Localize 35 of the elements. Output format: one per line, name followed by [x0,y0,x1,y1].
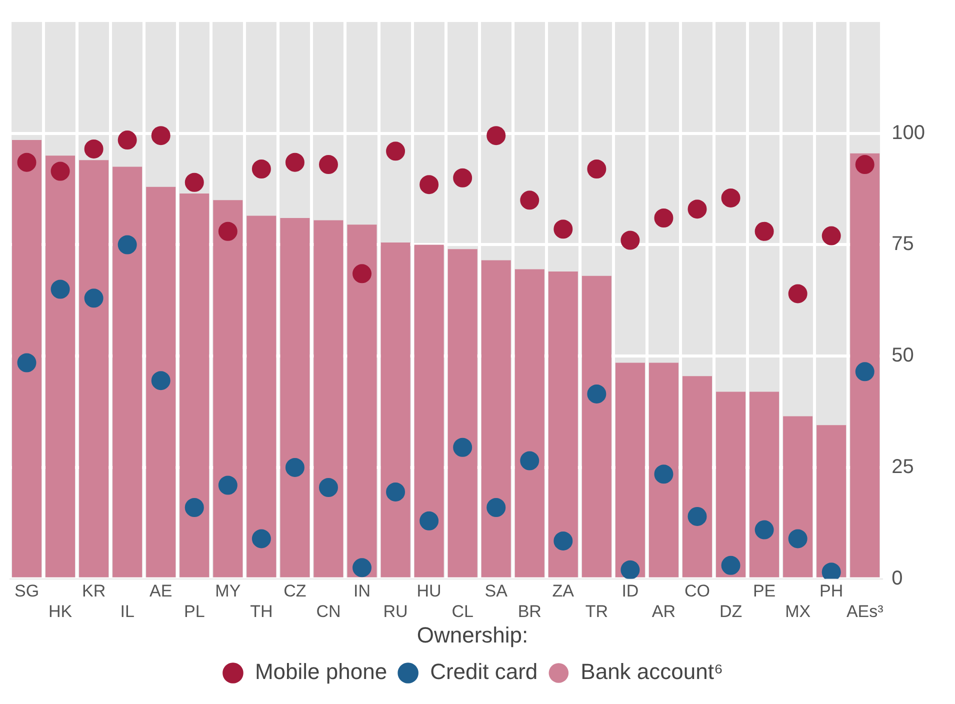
x-tick-label: TR [585,602,608,622]
x-tick-label: CN [316,602,341,622]
x-tick-label: DZ [719,602,742,622]
x-tick-label: MX [785,602,811,622]
y-tick-label: 50 [892,344,914,367]
y-tick-label: 25 [892,456,914,478]
x-tick-label: IL [120,602,134,622]
x-tick-label: CL [452,602,474,622]
x-tick-label: CO [684,582,710,601]
x-tick-label: SG [14,582,40,601]
x-tick-label: IN [354,582,371,601]
x-tick-label: CZ [284,582,306,601]
y-tick-label: 75 [892,233,914,256]
x-tick-label: ZA [552,582,575,601]
y-tick-label: 100 [892,122,926,144]
legend-title: Ownership: [416,622,528,648]
x-tick-label: HU [416,582,442,601]
legend-label: Mobile phone [254,659,388,684]
x-tick-label: RU [383,602,408,622]
x-tick-label: AE [150,582,172,601]
x-tick-label: AEs³ [846,602,884,622]
x-tick-label: HK [48,602,73,622]
legend-label: Credit card [430,659,538,684]
x-tick-label: KR [82,582,106,601]
legend-label: Bank account⁶ [580,659,724,684]
x-tick-label: TH [250,602,273,622]
x-tick-label: PH [820,582,844,601]
x-tick-label: AR [652,602,676,622]
x-tick-label: BR [518,602,542,622]
x-tick-label: PE [752,582,776,601]
x-tick-label: ID [622,582,639,601]
x-tick-label: SA [484,582,508,601]
x-tick-label: MY [215,582,241,601]
x-tick-label: PL [184,602,205,622]
y-tick-label: 0 [892,567,903,590]
